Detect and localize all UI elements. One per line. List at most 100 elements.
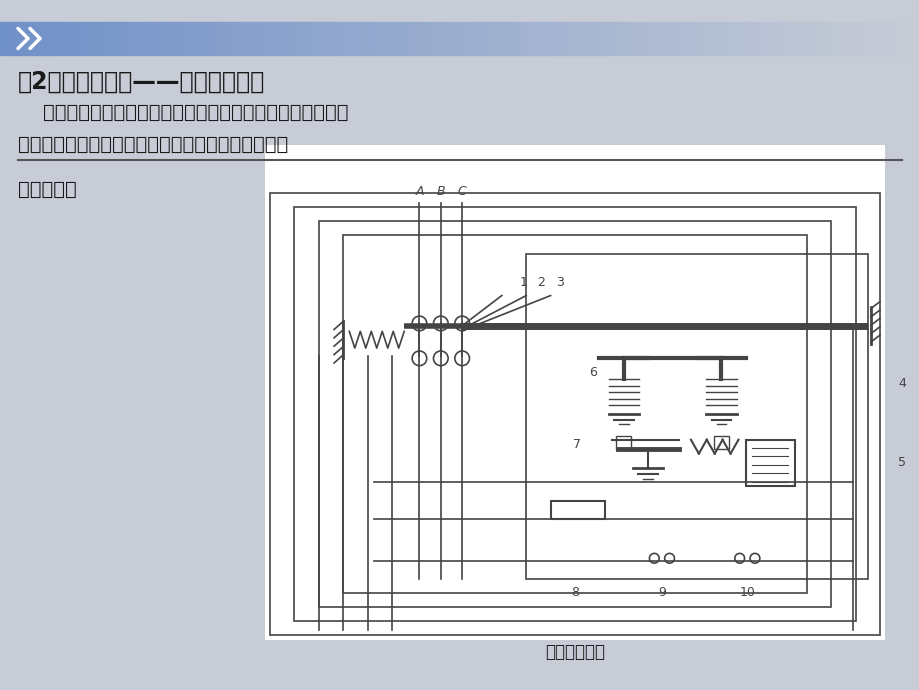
Text: 7: 7 [573,438,581,451]
Bar [827,22,834,55]
Bar [23,22,30,55]
Bar [528,22,536,55]
Bar [360,22,368,55]
Bar [889,22,896,55]
Bar [467,22,475,55]
Bar [168,22,176,55]
Bar [643,22,651,55]
Text: 3: 3 [555,275,563,288]
Bar [766,22,774,55]
Bar [319,221,830,607]
Bar [398,22,406,55]
Bar [30,22,39,55]
Bar [605,22,613,55]
Bar [720,22,728,55]
Bar [536,22,544,55]
Bar [526,254,867,579]
Bar [268,22,276,55]
Bar [283,22,291,55]
Bar [176,22,184,55]
Bar [857,22,866,55]
Bar [199,22,207,55]
Bar [567,22,574,55]
Bar [551,22,559,55]
Bar [138,22,145,55]
Bar [843,22,850,55]
Bar [265,145,884,640]
Bar [513,22,521,55]
Bar [306,22,314,55]
Bar [299,22,306,55]
Bar [130,22,138,55]
Bar [99,22,108,55]
Bar [689,22,697,55]
Bar [903,22,912,55]
Bar [383,22,391,55]
Bar [122,22,130,55]
Bar [850,22,857,55]
Bar [505,22,513,55]
Bar [92,22,99,55]
Bar [7,22,16,55]
Bar [145,22,153,55]
Bar [834,22,843,55]
Text: （2）低压断路器——自动空气开关: （2）低压断路器——自动空气开关 [18,70,265,94]
Text: 4: 4 [897,377,905,391]
Bar [207,22,214,55]
Bar [590,22,597,55]
Bar [674,22,682,55]
Bar [429,22,437,55]
Bar [421,22,429,55]
Bar [880,22,889,55]
Text: C: C [458,185,466,198]
Bar [291,22,299,55]
Bar [108,22,115,55]
Bar [521,22,528,55]
Bar [343,235,806,593]
Bar [616,436,630,449]
Bar [697,22,705,55]
Bar [544,22,551,55]
Text: 8: 8 [571,586,578,599]
Bar [781,22,789,55]
Bar [597,22,605,55]
Bar [153,22,161,55]
Text: 工作原理：: 工作原理： [18,180,76,199]
Bar [253,22,260,55]
Bar [574,22,582,55]
Bar [237,22,245,55]
Bar [620,22,628,55]
Bar [46,22,53,55]
Bar [406,22,414,55]
Bar [774,22,781,55]
Bar [16,22,23,55]
Bar [743,22,751,55]
Bar [337,22,345,55]
Bar [184,22,191,55]
Bar [260,22,268,55]
Bar [866,22,873,55]
Bar [735,22,743,55]
Text: 是电路发生过载、短路或欠电压时能自动分断电路的电器。: 是电路发生过载、短路或欠电压时能自动分断电路的电器。 [18,103,348,122]
Bar [628,22,636,55]
Text: B: B [436,185,445,198]
Bar [490,22,498,55]
Bar [39,22,46,55]
Text: A: A [414,185,424,198]
Bar [0,22,7,55]
Bar [53,22,62,55]
Text: 它是低压交、直流配电系统中的重要保护电器之一。: 它是低压交、直流配电系统中的重要保护电器之一。 [18,135,288,154]
Bar [811,22,820,55]
Bar [820,22,827,55]
Bar [352,22,360,55]
Bar [873,22,880,55]
Bar [745,440,794,486]
Bar [475,22,482,55]
Bar [912,22,919,55]
Bar [191,22,199,55]
Bar [482,22,490,55]
Text: 10: 10 [739,586,754,599]
Text: 断路器原理图: 断路器原理图 [544,643,605,661]
Text: 2: 2 [537,275,545,288]
Bar [582,22,590,55]
